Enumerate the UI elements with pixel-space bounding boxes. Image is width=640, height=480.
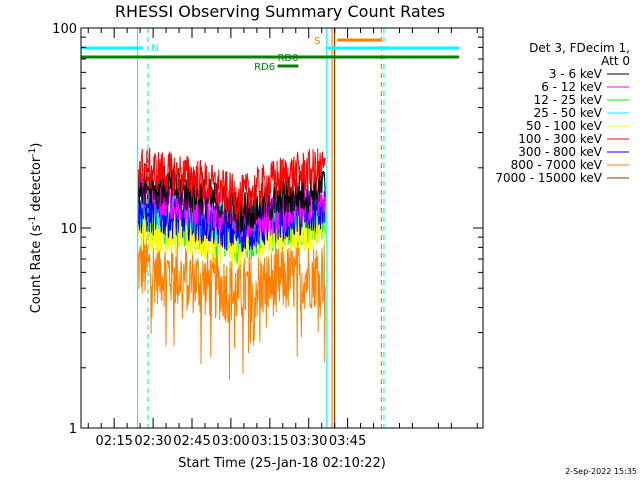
x-tick-label-0: 02:15 [95,434,132,449]
legend-label-5: 100 - 300 keV [518,132,602,146]
x-tick-label-6: 03:45 [329,434,366,449]
legend-label-3: 25 - 50 keV [534,106,603,120]
y-tick-label-0: 1 [69,422,77,437]
legend-label-1: 6 - 12 keV [541,80,603,94]
legend-header-line2: Att 0 [601,54,630,68]
x-axis-label: Start Time (25-Jan-18 02:10:22) [178,456,386,471]
series-line-6 [137,191,326,253]
date-stamp: 2-Sep-2022 15:35 [565,467,637,476]
y-axis-label-sup2: -1 [28,148,38,157]
annotation-rd6: RD6 [254,62,275,73]
y-axis-label: Count Rate (s-1 detector-1) [28,143,44,314]
legend-label-0: 3 - 6 keV [549,67,603,81]
x-tick-label-4: 03:15 [251,434,288,449]
annotation-s: S [314,36,320,47]
y-axis-label-mid: detector [29,156,44,216]
x-tick-label-1: 02:30 [134,434,171,449]
y-axis-label-end: ) [29,143,44,148]
legend-label-8: 7000 - 15000 keV [495,171,602,185]
legend-label-6: 300 - 800 keV [518,145,602,159]
y-tick-label-1: 10 [60,222,77,237]
legend-label-4: 50 - 100 keV [526,119,603,133]
legend-label-2: 12 - 25 keV [534,93,603,107]
y-axis-label-sup1: -1 [28,216,38,225]
y-axis-label-main: Count Rate (s [29,225,44,314]
series-line-0 [137,161,326,234]
series-line-7 [137,234,326,380]
legend-header-line1: Det 3, FDecim 1, [529,41,630,55]
annotation-n: N [151,43,158,54]
annotation-rd0: RD0 [277,53,298,64]
axis-ticks: 02:15 02:30 02:45 03:00 03:15 03:30 03:45 1 10 10… [52,22,483,449]
x-tick-label-3: 03:00 [212,434,249,449]
legend-label-7: 800 - 7000 keV [511,158,603,172]
x-tick-label-2: 02:45 [173,434,210,449]
chart-title: RHESSI Observing Summary Count Rates [115,2,445,21]
series-line-5 [137,147,326,220]
x-tick-label-5: 03:30 [290,434,327,449]
y-tick-label-2: 100 [52,22,77,37]
